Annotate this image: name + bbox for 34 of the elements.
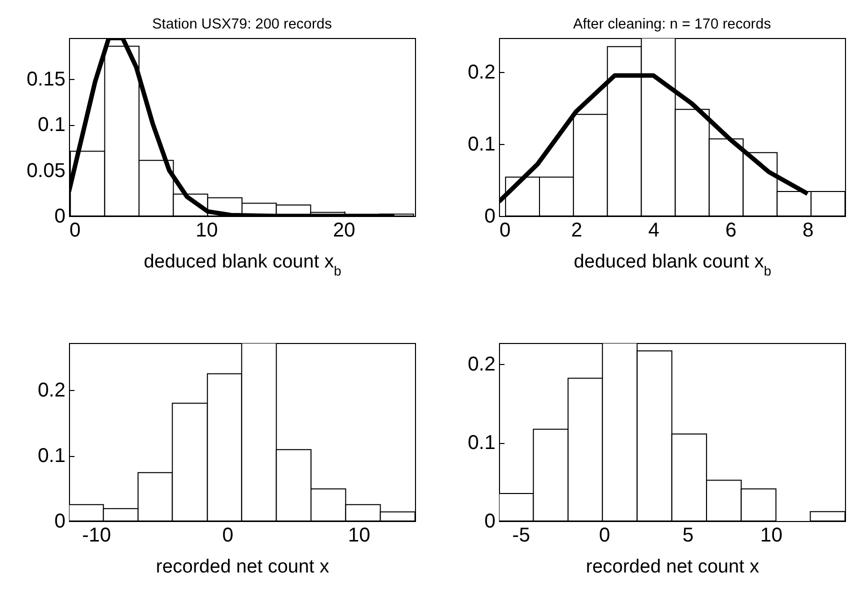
x-tick-label: 10 bbox=[348, 524, 370, 546]
x-axis-title: deduced blank count x$_{b}$ bbox=[144, 252, 342, 278]
y-tick-label: 0.15 bbox=[26, 68, 66, 91]
x-tick-label: 10 bbox=[196, 220, 218, 242]
x-tick-label: 0 bbox=[70, 220, 81, 242]
y-tick-label: 0.2 bbox=[468, 354, 496, 376]
y-tick-label: 0.1 bbox=[468, 133, 496, 156]
x-tick-label: 0 bbox=[500, 220, 511, 242]
x-axis-title: recorded net count x bbox=[156, 556, 330, 578]
chart-title: Station USX79: 200 records bbox=[152, 16, 332, 32]
y-tick-label: 0.1 bbox=[468, 432, 496, 454]
y-tick-label: 0.1 bbox=[38, 445, 66, 468]
y-tick-label: 0.2 bbox=[468, 61, 496, 84]
x-tick-label: -10 bbox=[82, 524, 112, 546]
x-tick-label: 10 bbox=[760, 524, 783, 546]
x-tick-label: 5 bbox=[682, 524, 694, 546]
y-tick-label: 0 bbox=[54, 206, 66, 228]
y-tick-label: 0.1 bbox=[38, 114, 66, 136]
x-axis-title: recorded net count x bbox=[586, 556, 760, 578]
x-tick-label: 20 bbox=[332, 220, 356, 242]
x-tick-label: -5 bbox=[512, 524, 530, 546]
chart-title: After cleaning: n = 170 records bbox=[573, 16, 771, 32]
x-tick-label: 4 bbox=[648, 220, 660, 242]
y-tick-label: 0.05 bbox=[26, 160, 66, 182]
x-tick-label: 2 bbox=[571, 220, 582, 242]
x-axis-title: deduced blank count x$_{b}$ bbox=[574, 252, 772, 278]
y-tick-label: 0 bbox=[54, 510, 66, 532]
y-tick-label: 0 bbox=[484, 510, 496, 532]
x-tick-label: 0 bbox=[222, 524, 234, 546]
y-tick-label: 0.2 bbox=[38, 380, 66, 402]
x-tick-label: 6 bbox=[725, 220, 736, 242]
x-tick-label: 0 bbox=[599, 524, 610, 546]
y-tick-label: 0 bbox=[484, 206, 496, 228]
x-tick-label: 8 bbox=[802, 220, 814, 242]
